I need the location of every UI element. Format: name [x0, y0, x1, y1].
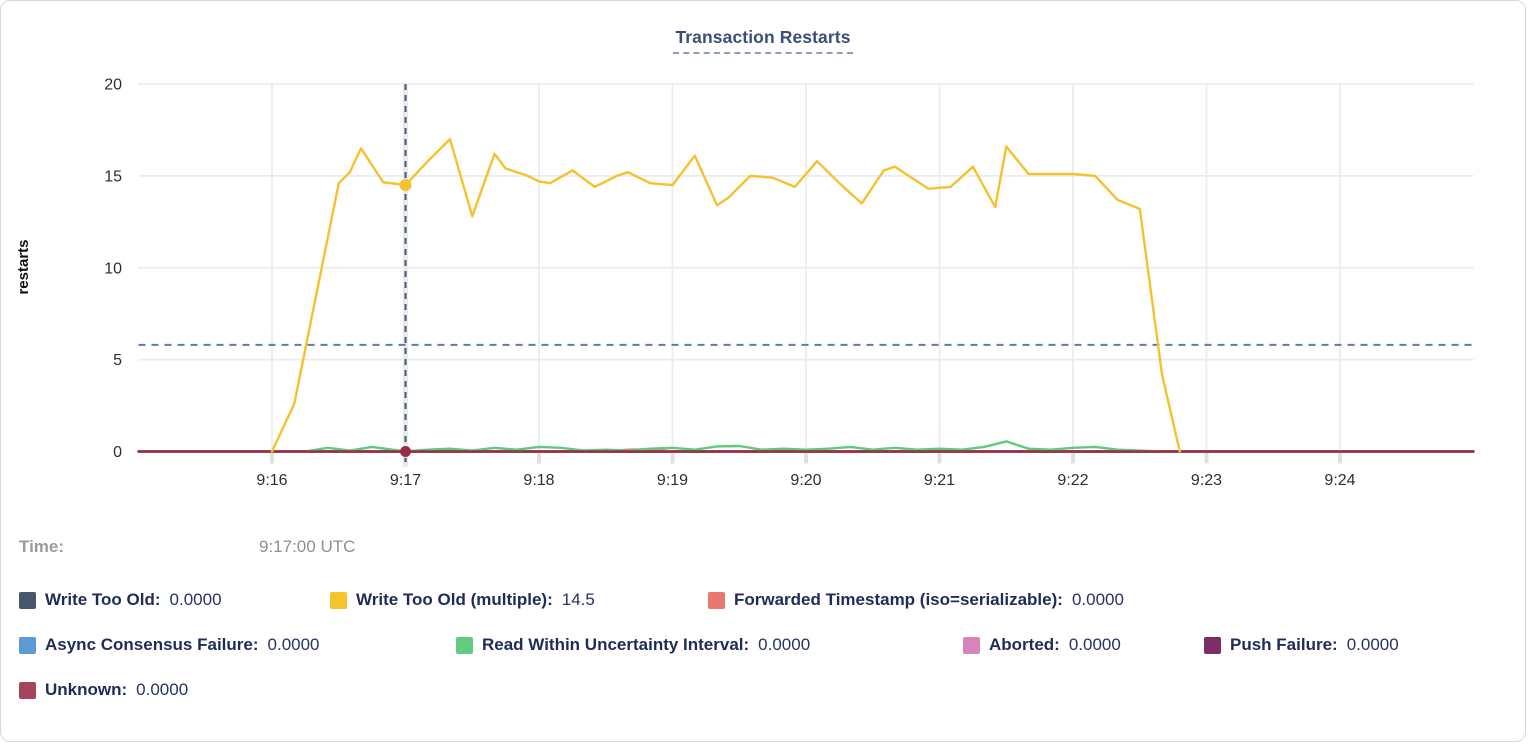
legend-item-write-too-old: Write Too Old: 0.0000	[19, 590, 330, 610]
legend-row-1: Write Too Old: 0.0000 Write Too Old (multi…	[19, 590, 1519, 610]
legend-swatch-write-too-old	[19, 591, 36, 609]
x-tick-label: 9:17	[390, 472, 421, 489]
legend-row-3: Unknown: 0.0000	[19, 680, 1519, 700]
legend-swatch-read-within-uncertainty-interval	[456, 636, 473, 654]
tooltip-time-row: Time: 9:17:00 UTC	[19, 537, 1499, 557]
crosshair-marker	[400, 446, 411, 457]
legend-swatch-write-too-old-multiple	[330, 591, 347, 609]
x-tick-label: 9:21	[924, 472, 955, 489]
legend-value: 0.0000	[267, 635, 320, 654]
series-line-read-within-uncertainty-interval	[137, 440, 1475, 453]
legend-swatch-aborted	[963, 636, 980, 654]
legend-item-aborted: Aborted: 0.0000	[963, 635, 1204, 655]
y-tick-label: 10	[104, 260, 122, 277]
legend-row-2: Async Consensus Failure: 0.0000 Read Withi…	[19, 635, 1519, 655]
legend-value: 14.5	[561, 590, 595, 609]
legend-swatch-forwarded-timestamp-iso-serializable	[708, 591, 725, 609]
y-tick-label: 5	[113, 352, 122, 369]
legend-label: Write Too Old:	[45, 590, 161, 609]
x-axis-tick	[1204, 451, 1209, 464]
x-axis-tick	[670, 451, 675, 464]
transaction-restarts-chart[interactable]: 0 5 10 15 20 9:16 9:17 9:18 9:19 9:20 9:21 9:22 9:23…	[1, 1, 1528, 521]
legend-swatch-push-failure	[1204, 636, 1221, 654]
legend-label: Forwarded Timestamp (iso=serializable):	[734, 590, 1063, 609]
x-axis-tick	[804, 451, 808, 464]
legend-item-forwarded-timestamp-iso-serializable: Forwarded Timestamp (iso=serializable): 0…	[708, 590, 1124, 610]
x-axis-tick	[270, 451, 274, 464]
y-tick-label: 0	[113, 444, 122, 461]
x-tick-label: 9:23	[1191, 472, 1222, 489]
legend-item-read-within-uncertainty-interval: Read Within Uncertainty Interval: 0.0000	[456, 635, 963, 655]
legend-item-unknown: Unknown: 0.0000	[19, 680, 188, 700]
x-tick-label: 9:18	[523, 472, 554, 489]
tooltip-time-label: Time:	[19, 537, 65, 556]
legend-swatch-async-consensus-failure	[19, 636, 36, 654]
x-tick-label: 9:20	[790, 472, 821, 489]
legend-item-write-too-old-multiple: Write Too Old (multiple): 14.5	[330, 590, 708, 610]
legend-label: Read Within Uncertainty Interval:	[482, 635, 750, 654]
series-line-write-too-old-multiple	[270, 137, 1182, 453]
legend-value: 0.0000	[1346, 635, 1399, 654]
legend-value: 0.0000	[758, 635, 811, 654]
tooltip-time-value: 9:17:00 UTC	[259, 537, 356, 556]
legend-label: Write Too Old (multiple):	[356, 590, 553, 609]
legend-label: Unknown:	[45, 680, 128, 699]
x-tick-label: 9:19	[657, 472, 688, 489]
legend-label: Aborted:	[989, 635, 1060, 654]
legend-item-async-consensus-failure: Async Consensus Failure: 0.0000	[19, 635, 456, 655]
x-tick-label: 9:22	[1057, 472, 1088, 489]
crosshair-marker	[399, 179, 412, 192]
chart-title[interactable]: Transaction Restarts	[673, 27, 853, 54]
x-axis-tick	[537, 451, 541, 464]
legend-value: 0.0000	[1071, 590, 1124, 609]
legend-label: Push Failure:	[1230, 635, 1338, 654]
x-axis-tick	[403, 451, 408, 464]
legend-label: Async Consensus Failure:	[45, 635, 259, 654]
chart-header: Transaction Restarts	[1, 27, 1525, 54]
x-tick-label: 9:16	[256, 472, 287, 489]
legend-value: 0.0000	[1068, 635, 1121, 654]
x-tick-label: 9:24	[1324, 472, 1355, 489]
x-axis-tick	[1071, 451, 1075, 464]
legend-value: 0.0000	[169, 590, 222, 609]
legend-swatch-unknown	[19, 681, 36, 699]
x-axis-tick	[937, 451, 942, 464]
legend-value: 0.0000	[136, 680, 189, 699]
y-tick-label: 15	[104, 168, 122, 185]
y-tick-label: 20	[104, 77, 122, 94]
legend-item-push-failure: Push Failure: 0.0000	[1204, 635, 1399, 655]
x-axis-tick	[1338, 451, 1342, 464]
